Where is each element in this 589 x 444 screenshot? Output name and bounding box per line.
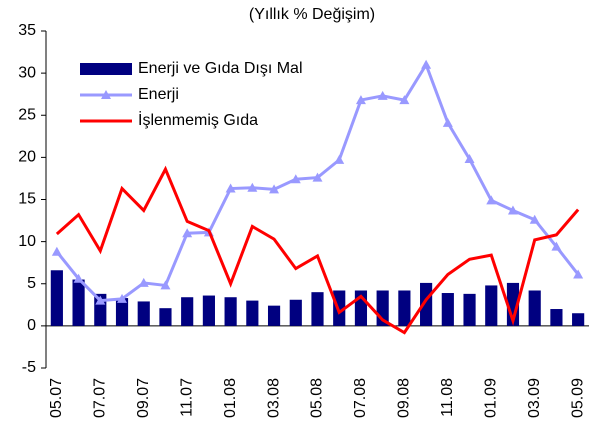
bar [572, 313, 585, 326]
y-tick-label: 15 [18, 191, 36, 208]
bar [463, 293, 476, 326]
bar [485, 285, 498, 326]
x-tick-label: 03.08 [265, 378, 282, 418]
y-tick-label: 25 [18, 106, 36, 123]
bar [115, 298, 129, 326]
y-tick-label: 20 [18, 149, 36, 166]
chart-title: (Yıllık % Değişim) [249, 6, 375, 23]
x-tick-label: 09.08 [396, 378, 413, 418]
x-tick-label: 05.08 [309, 378, 326, 418]
x-tick-label: 07.08 [352, 378, 369, 418]
bar [550, 309, 563, 326]
marker [551, 241, 562, 251]
y-tick-label: 35 [18, 22, 36, 39]
legend-marker [101, 90, 111, 99]
bar [181, 297, 194, 326]
bar [159, 308, 172, 326]
marker [182, 228, 193, 238]
bar [202, 295, 215, 326]
marker [247, 182, 258, 192]
marker [377, 90, 388, 100]
bar [528, 290, 541, 326]
y-tick-label: 10 [18, 233, 36, 250]
x-tick-label: 01.09 [482, 378, 499, 418]
y-tick-label: -5 [22, 359, 36, 376]
bar [398, 290, 411, 326]
marker [573, 269, 584, 279]
legend-label: İşlenmemiş Gıda [138, 110, 258, 129]
legend-label: Enerji ve Gıda Dışı Mal [138, 60, 303, 77]
x-tick-label: 07.07 [92, 378, 109, 418]
bar [333, 290, 346, 326]
legend-label: Enerji [138, 86, 179, 103]
bar [420, 282, 433, 326]
marker [225, 183, 236, 193]
x-tick-label: 09.07 [135, 378, 152, 418]
line [55, 61, 580, 303]
marker [399, 95, 410, 105]
bar [137, 301, 150, 326]
y-tick-label: 0 [27, 317, 36, 334]
marker [73, 273, 84, 283]
y-tick-label: 5 [27, 275, 36, 292]
marker [95, 295, 106, 305]
marker [442, 117, 453, 127]
marker [529, 214, 540, 224]
marker [334, 154, 345, 164]
marker [507, 205, 518, 215]
marker [290, 174, 301, 184]
marker [51, 246, 62, 256]
bar [289, 299, 302, 326]
bar [50, 270, 63, 326]
x-tick-label: 01.08 [222, 378, 239, 418]
marker [312, 172, 323, 182]
x-tick-label: 11.07 [178, 378, 195, 417]
bar [224, 297, 237, 326]
x-tick-label: 05.07 [48, 378, 65, 418]
bar [267, 305, 281, 326]
marker [269, 184, 280, 194]
bar [311, 292, 324, 326]
marker [486, 195, 497, 205]
bar [72, 279, 85, 326]
x-tick-label: 03.09 [526, 378, 543, 418]
y-tick-label: 30 [18, 64, 36, 81]
marker [421, 59, 432, 69]
legend-swatch [80, 63, 132, 75]
marker [355, 95, 366, 105]
bar [441, 293, 454, 326]
marker [160, 280, 171, 290]
x-tick-label: 05.09 [569, 378, 586, 418]
bar [246, 300, 259, 326]
marker [464, 154, 475, 164]
line [55, 165, 580, 335]
marker [138, 277, 149, 287]
marker [117, 293, 128, 303]
x-tick-label: 11.08 [439, 378, 456, 417]
